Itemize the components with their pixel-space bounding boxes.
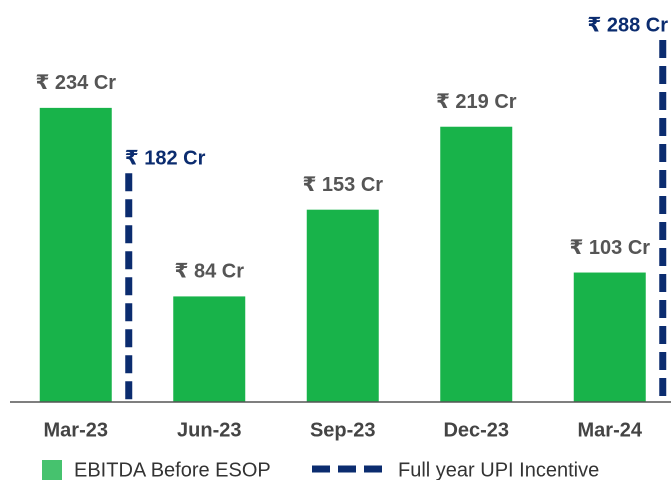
bar-value-label: ₹ 84 Cr	[174, 261, 244, 283]
incentive-value-label: ₹ 182 Cr	[125, 148, 206, 170]
bar	[440, 126, 513, 403]
x-tick-label: Mar-24	[578, 419, 643, 441]
incentive-value-label: ₹ 288 Cr	[587, 14, 668, 36]
bar-value-label: ₹ 219 Cr	[436, 91, 517, 113]
bar-value-label: ₹ 234 Cr	[35, 72, 116, 94]
x-tick-label: Sep-23	[310, 419, 376, 441]
legend-label: EBITDA Before ESOP	[74, 459, 271, 480]
bar	[173, 296, 246, 402]
bar	[39, 107, 112, 402]
legend-label: Full year UPI Incentive	[398, 459, 599, 480]
bar-value-label: ₹ 153 Cr	[302, 174, 383, 196]
bar	[573, 272, 646, 402]
bar	[306, 209, 379, 402]
legend-swatch	[42, 460, 62, 480]
x-tick-label: Dec-23	[443, 419, 509, 441]
x-tick-label: Jun-23	[177, 419, 241, 441]
x-tick-label: Mar-23	[44, 419, 108, 441]
bar-value-label: ₹ 103 Cr	[569, 237, 650, 259]
